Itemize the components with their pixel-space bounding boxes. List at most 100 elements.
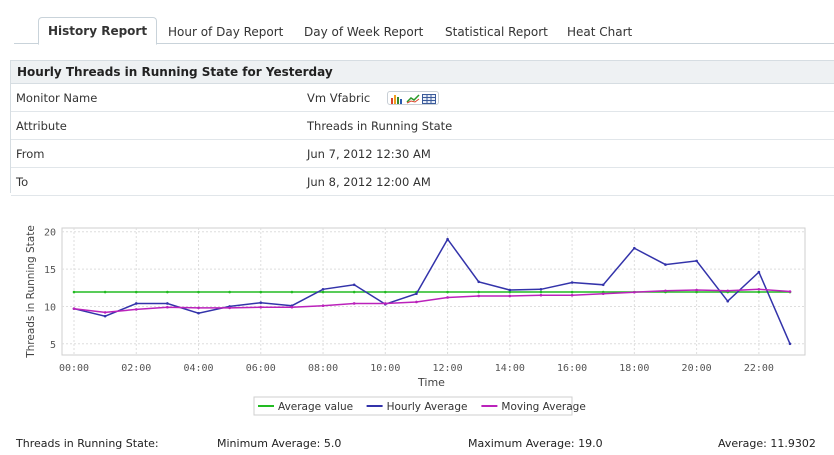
- data-point: [259, 301, 263, 305]
- data-point: [446, 237, 449, 241]
- y-tick-label: 15: [44, 265, 56, 276]
- data-point: [477, 294, 480, 298]
- monitor-name-label: Monitor Name: [16, 91, 98, 105]
- data-point: [166, 290, 169, 294]
- minimum-average-value: 5.0: [323, 437, 342, 450]
- data-point: [384, 302, 387, 305]
- data-point: [477, 280, 480, 284]
- data-point: [166, 305, 169, 309]
- y-tick-label: 10: [44, 302, 56, 313]
- data-point: [415, 300, 418, 304]
- data-point: [134, 290, 138, 294]
- average-value: 11.9302: [770, 437, 816, 450]
- data-point: [633, 290, 636, 294]
- x-tick-label: 14:00: [495, 363, 525, 374]
- x-tick-label: 12:00: [433, 363, 463, 374]
- series-line-2: [73, 288, 791, 314]
- summary-minimum: Minimum Average: 5.0: [217, 437, 341, 450]
- bar-chart-icon[interactable]: [390, 93, 404, 104]
- monitor-name-value[interactable]: Vm Vfabric: [307, 91, 371, 105]
- table-icon[interactable]: [422, 93, 436, 104]
- average-label: Average:: [718, 437, 767, 450]
- data-point: [570, 290, 574, 294]
- tab-history-report[interactable]: History Report: [38, 17, 158, 45]
- y-axis-label: Threads in Running State: [25, 225, 37, 359]
- data-point: [601, 292, 605, 296]
- data-point: [134, 302, 138, 305]
- series-line-1: [73, 237, 791, 345]
- legend-label: Hourly Average: [387, 401, 468, 413]
- data-point: [664, 263, 667, 266]
- x-tick-label: 02:00: [121, 363, 151, 374]
- data-point: [788, 342, 792, 346]
- x-tick-label: 04:00: [183, 363, 213, 374]
- report-tabs: History Report Hour of Day Report Day of…: [14, 17, 834, 45]
- data-point: [352, 302, 356, 305]
- data-point: [72, 290, 76, 294]
- data-point: [259, 290, 263, 294]
- attribute-row: Attribute Threads in Running State: [11, 112, 834, 140]
- data-point: [726, 289, 730, 293]
- data-point: [570, 281, 574, 284]
- data-point: [352, 290, 356, 294]
- data-point: [103, 311, 107, 314]
- data-point: [72, 307, 76, 310]
- data-point: [664, 289, 667, 293]
- data-point: [446, 296, 449, 299]
- data-point: [633, 246, 636, 250]
- data-point: [726, 299, 730, 303]
- x-tick-label: 10:00: [370, 363, 400, 374]
- data-point: [508, 294, 512, 298]
- data-point: [166, 302, 169, 305]
- attribute-value: Threads in Running State: [307, 119, 453, 133]
- data-point: [788, 290, 792, 293]
- legend-label: Average value: [278, 401, 353, 413]
- data-point: [352, 283, 356, 287]
- to-row: To Jun 8, 2012 12:00 AM: [11, 168, 834, 196]
- tab-day-of-week-report[interactable]: Day of Week Report: [304, 25, 424, 39]
- data-point: [228, 290, 231, 294]
- y-tick-label: 5: [50, 340, 56, 351]
- tab-statistical-report[interactable]: Statistical Report: [445, 25, 548, 39]
- tab-heat-chart[interactable]: Heat Chart: [567, 25, 633, 39]
- line-chart-icon[interactable]: [406, 93, 420, 104]
- data-point: [321, 290, 325, 294]
- report-title: Hourly Threads in Running State for Yest…: [11, 61, 834, 84]
- data-point: [477, 290, 480, 294]
- data-point: [508, 290, 512, 294]
- report-details-card: Hourly Threads in Running State for Yest…: [10, 60, 834, 196]
- data-point: [321, 287, 325, 291]
- summary-label: Threads in Running State:: [16, 437, 159, 450]
- x-axis-label: Time: [417, 376, 445, 389]
- x-tick-label: 06:00: [246, 363, 276, 374]
- y-tick-label: 20: [44, 228, 56, 239]
- data-point: [197, 311, 200, 315]
- legend-label: Moving Average: [501, 401, 585, 413]
- from-row: From Jun 7, 2012 12:30 AM: [11, 140, 834, 168]
- attribute-label: Attribute: [16, 119, 67, 133]
- data-point: [757, 287, 761, 291]
- data-point: [695, 290, 698, 294]
- data-point: [539, 293, 543, 297]
- data-point: [290, 290, 294, 294]
- monitor-name-row: Monitor Name Vm Vfabric: [11, 84, 834, 112]
- maximum-average-label: Maximum Average:: [468, 437, 575, 450]
- data-point: [321, 304, 325, 307]
- data-point: [197, 306, 200, 310]
- tab-hour-of-day-report[interactable]: Hour of Day Report: [168, 25, 284, 39]
- data-point: [228, 306, 231, 310]
- summary-maximum: Maximum Average: 19.0: [468, 437, 603, 450]
- data-point: [757, 290, 761, 294]
- data-point: [570, 293, 574, 297]
- data-point: [446, 290, 449, 294]
- x-tick-label: 22:00: [744, 363, 774, 374]
- data-point: [103, 290, 107, 294]
- x-tick-label: 20:00: [682, 363, 712, 374]
- data-point: [757, 270, 761, 274]
- monitor-view-icons: [387, 91, 439, 105]
- minimum-average-label: Minimum Average:: [217, 437, 321, 450]
- x-tick-label: 16:00: [557, 363, 587, 374]
- data-point: [384, 290, 387, 294]
- data-point: [695, 259, 698, 263]
- from-value: Jun 7, 2012 12:30 AM: [307, 147, 431, 161]
